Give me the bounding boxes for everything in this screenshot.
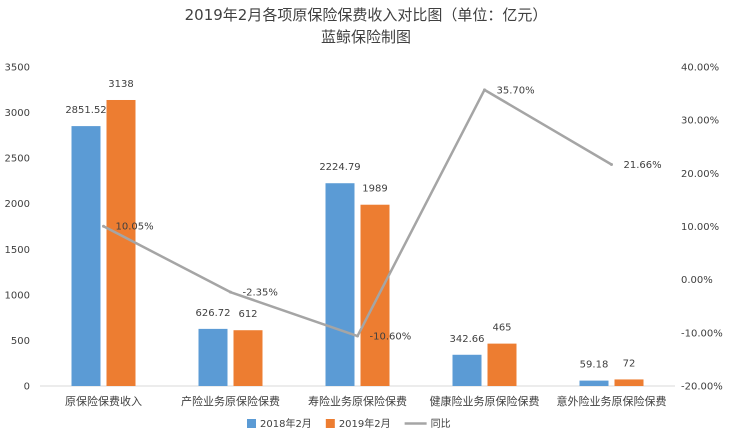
y-left-tick-label: 1500: [5, 245, 30, 256]
bar-value-label: 1989: [362, 184, 387, 195]
bar: [614, 379, 644, 386]
bar: [233, 330, 263, 386]
yoy-point: [229, 290, 232, 294]
y-left-tick-label: 1000: [5, 290, 30, 301]
axes: 0 500 1000 1500 2000 2500 3000 3500 -20.00% -10.0…: [5, 63, 723, 409]
x-category-label: 原保险保费收入: [65, 394, 142, 408]
bar-value-label: 72: [623, 358, 636, 369]
bars: [71, 99, 644, 387]
bar-value-label: 2224.79: [319, 162, 360, 173]
chart-subtitle: 蓝鲸保险制图: [321, 28, 411, 46]
legend-swatch: [247, 419, 256, 428]
legend-swatch: [325, 419, 335, 428]
y-left-tick-label: 3500: [5, 63, 30, 74]
y-left-tick-label: 0: [24, 382, 30, 393]
y-right-tick-label: -10.00%: [681, 328, 723, 339]
legend[interactable]: 2018年2月 2019年2月 同比: [247, 417, 451, 430]
x-category-label: 产险业务原保险保费: [181, 394, 280, 408]
legend-label: 2018年2月: [260, 417, 312, 430]
x-category-label: 意外险业务原保险保费: [557, 394, 667, 408]
bar: [198, 328, 228, 386]
x-category-label: 寿险业务原保险保费: [308, 394, 407, 408]
data-labels: 2851.52 626.72 2224.79 342.66 59.18 3138 612 19…: [65, 79, 661, 371]
bar-value-label: 59.18: [580, 360, 609, 371]
bar-value-label: 2851.52: [65, 105, 106, 116]
bar: [452, 354, 482, 386]
bar: [487, 343, 517, 386]
bar: [325, 183, 355, 386]
y-right-tick-label: 20.00%: [681, 169, 719, 180]
yoy-value-label: 21.66%: [624, 160, 662, 171]
yoy-value-label: 35.70%: [497, 85, 535, 96]
yoy-line: [102, 88, 613, 338]
bar-value-label: 342.66: [450, 334, 485, 345]
y-left-tick-label: 500: [11, 336, 30, 347]
chart-title: 2019年2月各项原保险保费收入对比图（单位：亿元）: [185, 6, 548, 24]
y-left-tick-label: 2500: [5, 154, 30, 165]
y-right-tick-label: 0.00%: [681, 275, 713, 286]
y-left-tick-label: 3000: [5, 108, 30, 119]
yoy-value-label: -2.35%: [243, 288, 278, 299]
yoy-point: [610, 163, 613, 167]
y-right-tick-label: 30.00%: [681, 116, 719, 127]
bar-value-label: 465: [492, 323, 511, 334]
yoy-value-label: 10.05%: [116, 222, 154, 233]
y-left-tick-label: 2000: [5, 199, 30, 210]
yoy-point: [356, 334, 359, 338]
bar: [106, 99, 136, 386]
bar-value-label: 626.72: [196, 308, 231, 319]
y-right-tick-label: 10.00%: [681, 222, 719, 233]
y-right-tick-label: 40.00%: [681, 63, 719, 74]
yoy-polyline: [102, 88, 613, 338]
y-right-tick-label: -20.00%: [681, 382, 723, 393]
legend-label: 2019年2月: [339, 417, 391, 430]
bar-value-label: 3138: [108, 79, 133, 90]
x-category-label: 健康险业务原保险保费: [430, 394, 540, 408]
yoy-value-label: -10.60%: [370, 332, 412, 343]
bar-value-label: 612: [238, 309, 257, 320]
legend-label: 同比: [431, 418, 451, 430]
yoy-point: [102, 224, 105, 228]
yoy-point: [483, 88, 486, 92]
bar: [579, 380, 609, 386]
bar: [360, 204, 390, 386]
bar: [71, 126, 101, 387]
